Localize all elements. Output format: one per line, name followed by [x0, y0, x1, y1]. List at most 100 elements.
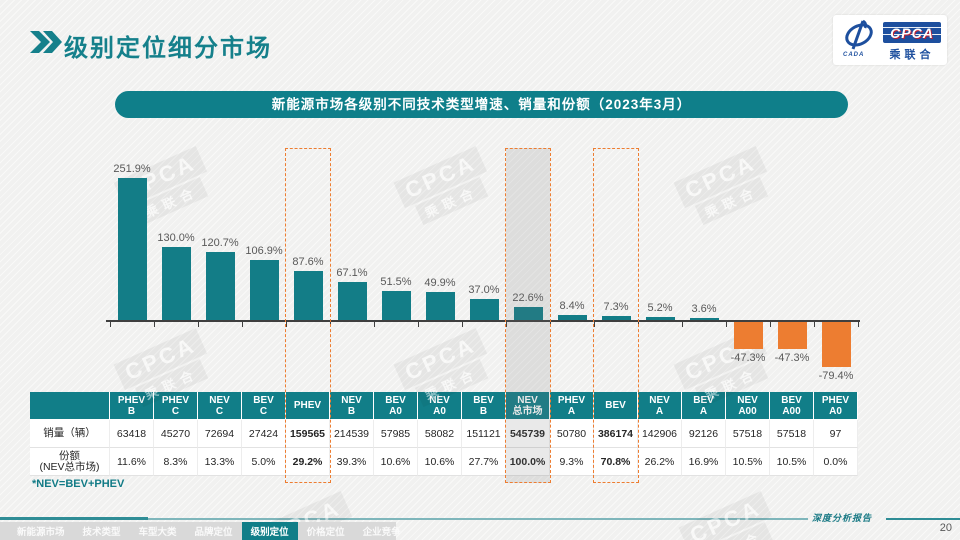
title-chevron-icon	[30, 31, 62, 53]
col-header-BEV C: BEV C	[242, 392, 286, 420]
logo-cpca-text: CPCA	[890, 24, 934, 41]
bar-value-label: 120.7%	[201, 236, 239, 249]
cpca-logo: CADA CPCA 乘联合	[833, 15, 947, 65]
report-type-label: 深度分析报告	[812, 513, 873, 523]
col-header-NEV A0: NEV A0	[418, 392, 462, 420]
share-cell: 0.0%	[814, 448, 858, 476]
sales-cell: 142906	[638, 420, 682, 448]
axis-tick	[418, 322, 419, 327]
gray-highlight-column	[506, 148, 550, 483]
axis-tick	[154, 322, 155, 327]
bar-PHEV C	[161, 246, 191, 320]
share-cell: 10.5%	[770, 448, 814, 476]
nav-tab-价格定位[interactable]: 价格定位	[306, 527, 345, 538]
logo-emblem-subtext: CADA	[843, 52, 865, 58]
bar-BEV C	[249, 259, 279, 320]
bar-value-label: 67.1%	[336, 267, 368, 280]
col-header-BEV B: BEV B	[462, 392, 506, 420]
share-cell: 10.5%	[726, 448, 770, 476]
axis-tick	[682, 322, 683, 327]
sales-cell: 57985	[374, 420, 418, 448]
bar-PHEV B	[117, 178, 147, 320]
col-header-PHEV A: PHEV A	[550, 392, 594, 420]
data-table: PHEV B PHEV C NEV C BEV C PHEV NEV B BEV A0 NEV A0 BEV B…	[30, 392, 858, 476]
nav-tab-技术类型[interactable]: 技术类型	[82, 527, 121, 538]
logo-subtext: 乘联合	[889, 49, 935, 61]
bar-value-label: 22.6%	[512, 292, 544, 305]
bar-NEV A	[645, 317, 675, 320]
axis-tick	[374, 322, 375, 327]
share-cell: 9.3%	[550, 448, 594, 476]
col-header-NEV A: NEV A	[638, 392, 682, 420]
sales-cell: 159565	[286, 420, 330, 448]
axis-tick	[286, 322, 287, 327]
col-header-NEV 总市场: NEV 总市场	[506, 392, 550, 420]
bar-BEV A0	[381, 290, 411, 320]
bar-value-label: -47.3%	[730, 351, 766, 364]
page-title: 级别定位细分市场	[64, 35, 272, 62]
bar-NEV 总市场	[513, 307, 543, 320]
bar-NEV B	[337, 282, 367, 320]
page-number: 20	[939, 522, 952, 534]
bar-value-label: 130.0%	[157, 231, 195, 244]
share-cell: 70.8%	[594, 448, 638, 476]
bar-value-label: 51.5%	[380, 275, 412, 288]
bar-value-label: 87.6%	[292, 255, 324, 268]
nav-tab-企业竞争[interactable]: 企业竞争	[362, 527, 401, 538]
footer-line-left	[0, 517, 148, 520]
nav-tab-新能源市场[interactable]: 新能源市场	[17, 527, 65, 538]
sales-cell: 72694	[198, 420, 242, 448]
share-cell: 27.7%	[462, 448, 506, 476]
axis-tick	[198, 322, 199, 327]
axis-tick	[858, 322, 859, 327]
sales-cell: 50780	[550, 420, 594, 448]
col-header-BEV: BEV	[594, 392, 638, 420]
axis-tick	[770, 322, 771, 327]
table-corner-cell	[30, 392, 110, 420]
sales-cell: 63418	[110, 420, 154, 448]
bar-BEV B	[469, 299, 499, 320]
sales-cell: 151121	[462, 420, 506, 448]
sales-cell: 58082	[418, 420, 462, 448]
x-axis	[106, 320, 860, 322]
sales-cell: 386174	[594, 420, 638, 448]
col-header-BEV A00: BEV A00	[770, 392, 814, 420]
col-header-NEV A00: NEV A00	[726, 392, 770, 420]
sales-cell: 45270	[154, 420, 198, 448]
sales-cell: 545739	[506, 420, 550, 448]
share-cell: 5.0%	[242, 448, 286, 476]
footer-line-mid	[148, 518, 808, 520]
sales-cell: 97	[814, 420, 858, 448]
bar-PHEV A	[557, 315, 587, 320]
share-cell: 10.6%	[418, 448, 462, 476]
nav-tab-车型大类[interactable]: 车型大类	[138, 527, 177, 538]
sales-cell: 27424	[242, 420, 286, 448]
sales-cell: 57518	[770, 420, 814, 448]
sales-cell: 92126	[682, 420, 726, 448]
section-nav: 新能源市场 技术类型 车型大类 品牌定位 级别定位 价格定位 企业竞争	[0, 522, 401, 540]
col-header-NEV C: NEV C	[198, 392, 242, 420]
bar-value-label: 106.9%	[245, 244, 283, 257]
bar-value-label: 251.9%	[113, 163, 151, 175]
nav-tab-级别定位[interactable]: 级别定位	[241, 522, 298, 540]
axis-tick	[242, 322, 243, 327]
col-header-PHEV: PHEV	[286, 392, 330, 420]
axis-tick	[814, 322, 815, 327]
nav-tab-品牌定位[interactable]: 品牌定位	[194, 527, 233, 538]
row-label-share: 份额 (NEV总市场)	[30, 448, 110, 476]
row-label-sales: 销量（辆）	[30, 420, 110, 448]
footer-line-right	[886, 518, 960, 520]
bar-BEV A	[689, 317, 719, 320]
col-header-BEV A0: BEV A0	[374, 392, 418, 420]
cpca-swoosh-icon	[845, 19, 873, 50]
sales-cell: 214539	[330, 420, 374, 448]
dashed-highlight-box-BEV	[593, 148, 639, 483]
dashed-highlight-box-PHEV	[285, 148, 331, 483]
bar-NEV C	[205, 251, 235, 320]
logo-cpca-box: CPCA	[883, 22, 941, 43]
share-cell: 39.3%	[330, 448, 374, 476]
